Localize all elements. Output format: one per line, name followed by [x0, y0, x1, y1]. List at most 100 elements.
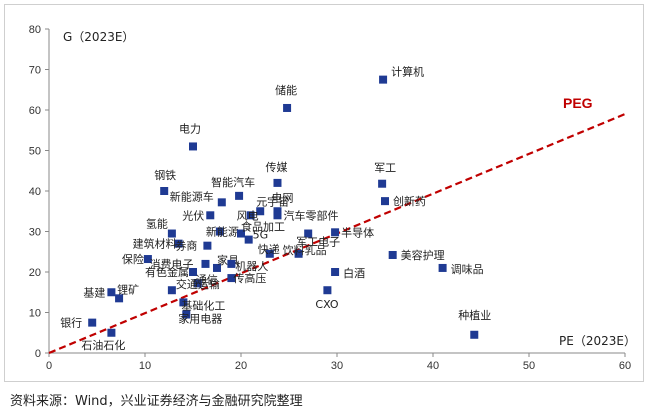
scatter-point: [107, 328, 116, 337]
y-tick-label: 70: [29, 65, 41, 77]
scatter-point: [235, 191, 244, 200]
point-label: 通信: [196, 273, 218, 286]
point-label: 交通运输: [176, 277, 220, 291]
point-label: 智能汽车: [211, 175, 255, 189]
chart-frame: 0 10 20 30 40 50 60 0 10 20 30 40 50 60 70 80 G（2023E） PE…: [4, 4, 644, 382]
point-label: 光伏: [182, 208, 204, 222]
point-label: 元宇宙: [256, 194, 289, 208]
peg-label: PEG: [563, 95, 593, 111]
scatter-point: [273, 211, 282, 220]
scatter-point: [331, 268, 340, 276]
point-label: 氢能: [146, 217, 168, 231]
point-label: 基建: [83, 285, 105, 299]
scatter-point: [206, 211, 215, 220]
x-tick-label: 10: [139, 360, 151, 372]
scatter-point: [107, 288, 116, 297]
scatter-point: [470, 330, 479, 339]
point-label: 家用电器: [178, 312, 222, 326]
point-label: 快递: [258, 242, 280, 256]
scatter-point: [273, 178, 282, 187]
point-label: 传高压: [233, 271, 266, 285]
point-label: 汽车零部件: [283, 208, 338, 222]
y-tick-label: 60: [29, 105, 41, 117]
scatter-point: [88, 318, 97, 327]
point-label: 饮料乳品: [283, 243, 327, 257]
scatter-point: [227, 274, 236, 283]
scatter-point: [227, 259, 236, 268]
point-label: 种植业: [458, 308, 491, 322]
y-tick-label: 0: [35, 348, 41, 360]
point-label: 美容护理: [401, 248, 445, 262]
x-tick-label: 60: [619, 360, 631, 372]
point-label: 建筑材料: [133, 237, 177, 251]
point-label: 军工: [374, 162, 396, 175]
scatter-point: [213, 263, 221, 272]
scatter-point: [115, 294, 124, 303]
point-label: 银行: [60, 316, 82, 330]
point-label: 5G: [253, 229, 269, 242]
point-label: 券商: [175, 239, 197, 253]
y-tick-label: 20: [29, 267, 41, 279]
source-note: 资料来源：Wind，兴业证券经济与金融研究院整理: [10, 394, 303, 409]
scatter-point: [174, 239, 183, 248]
x-tick-label: 20: [235, 360, 247, 372]
point-label: 军工电子: [296, 236, 340, 249]
y-tick-label: 10: [29, 308, 41, 320]
scatter-point: [201, 259, 210, 268]
scatter-point: [381, 197, 389, 206]
x-tick-label: 30: [331, 360, 343, 372]
point-label: 锂矿: [117, 282, 139, 296]
point-label: 白酒: [343, 266, 365, 280]
point-label: 半导体: [341, 225, 374, 239]
scatter-point: [331, 228, 340, 237]
point-label: 创新药: [393, 194, 426, 208]
scatter-chart: 0 10 20 30 40 50 60 0 10 20 30 40 50 60 70 80 G（2023E） PE…: [29, 24, 636, 372]
scatter-point: [189, 142, 197, 151]
point-label: 有色金属: [145, 265, 189, 279]
scatter-point: [323, 286, 332, 295]
scatter-point: [167, 286, 176, 295]
x-axis-title: PE（2023E）: [559, 334, 636, 348]
point-label: 储能: [275, 83, 297, 97]
y-tick-label: 40: [29, 186, 41, 198]
point-label: 电网: [271, 191, 293, 204]
scatter-point: [203, 241, 212, 250]
x-tick-label: 50: [523, 360, 535, 372]
point-label: 食品加工: [241, 220, 285, 234]
scatter-point: [160, 187, 169, 195]
y-tick-label: 50: [29, 146, 41, 158]
x-tick-label: 40: [427, 360, 439, 372]
point-label: 电力: [179, 122, 201, 135]
y-tick-label: 30: [29, 227, 41, 239]
scatter-point: [215, 227, 224, 236]
point-label: 调味品: [451, 263, 484, 276]
point-label: 风电: [237, 209, 259, 222]
scatter-point: [388, 250, 397, 259]
point-label: 基础化工: [181, 298, 225, 312]
scatter-point: [256, 207, 265, 216]
point-label: 石油石化: [81, 338, 125, 352]
scatter-point: [273, 207, 282, 216]
scatter-point: [237, 229, 245, 238]
scatter-point: [193, 279, 202, 288]
point-label: 钢铁: [154, 169, 176, 182]
point-label: 消费电子: [149, 257, 193, 271]
scatter-point: [167, 229, 176, 238]
y-tick-label: 80: [29, 24, 41, 36]
point-label: 新能源: [206, 225, 239, 239]
scatter-point: [294, 249, 303, 258]
scatter-point: [304, 229, 313, 238]
scatter-point: [182, 310, 191, 319]
scatter-point: [265, 249, 274, 258]
scatter-point: [179, 298, 188, 307]
scatter-point: [438, 263, 447, 272]
scatter-point: [217, 198, 226, 207]
point-label: 保险: [122, 252, 144, 266]
scatter-point: [379, 75, 388, 84]
point-label: 机器人: [235, 259, 268, 273]
scatter-point: [378, 179, 387, 188]
point-label: 新能源车: [170, 189, 214, 203]
scatter-point: [143, 255, 152, 264]
point-label: 计算机: [391, 65, 424, 79]
point-label: 传媒: [265, 161, 287, 174]
